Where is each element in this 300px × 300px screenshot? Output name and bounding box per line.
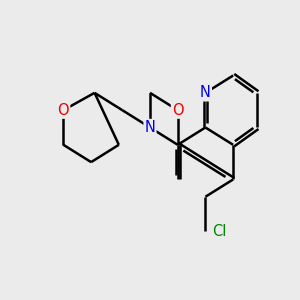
Text: Cl: Cl: [212, 224, 226, 239]
Text: O: O: [172, 103, 184, 118]
Text: N: N: [200, 85, 211, 100]
Text: N: N: [145, 120, 155, 135]
Text: O: O: [58, 103, 69, 118]
